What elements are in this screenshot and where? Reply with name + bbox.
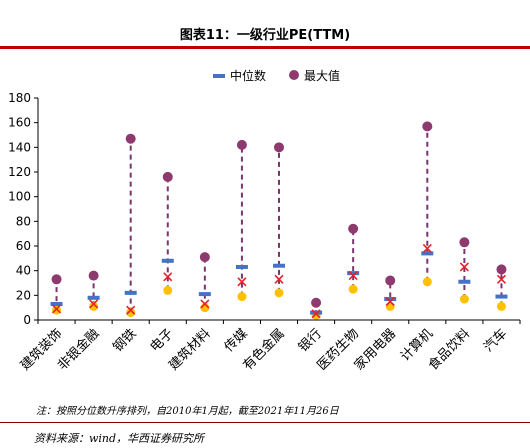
legend-max-marker	[289, 70, 299, 80]
max-point	[459, 237, 470, 248]
pe-range-chart: 中位数 最大值 0 20 40 60 80 100 120 140 160 180 建筑装饰非银金…	[8, 68, 521, 374]
max-point	[422, 121, 433, 132]
axes: 0 20 40 60 80 100 120 140 160 180	[8, 91, 521, 327]
current-point	[200, 299, 210, 309]
max-point	[51, 274, 62, 285]
current-x-stroke	[126, 305, 136, 315]
max-point	[125, 133, 136, 144]
current-point	[126, 305, 136, 315]
current-x-stroke	[89, 299, 99, 309]
max-point	[274, 142, 284, 153]
current-point	[385, 296, 395, 307]
current-x-stroke	[200, 299, 210, 309]
min-point	[126, 308, 136, 318]
min-point	[52, 305, 62, 315]
current-point	[163, 272, 173, 282]
current-x-stroke	[163, 272, 173, 282]
min-point	[348, 284, 358, 294]
current-point	[422, 243, 432, 254]
current-x-stroke	[422, 243, 432, 254]
chart-title: 图表11：一级行业PE(TTM)	[179, 28, 351, 43]
y-tick-label: 60	[16, 239, 31, 253]
max-point	[311, 297, 322, 308]
x-category-label: 传媒	[222, 326, 251, 355]
current-point	[311, 309, 321, 319]
y-tick-label: 0	[23, 313, 31, 327]
current-x-stroke	[237, 277, 247, 287]
x-category-label: 食品饮料	[425, 326, 473, 374]
data-marks	[50, 121, 508, 320]
max-point	[162, 171, 173, 182]
min-point	[163, 285, 173, 295]
max-point	[88, 270, 99, 281]
legend-median-label: 中位数	[230, 68, 266, 83]
max-point	[236, 139, 247, 150]
current-x-stroke	[274, 274, 284, 284]
max-point	[199, 252, 210, 263]
source-divider	[0, 422, 530, 423]
current-x-stroke	[496, 274, 507, 284]
y-tick-label: 80	[16, 214, 31, 228]
x-axis-labels: 建筑装饰非银金融 钢铁 电子建筑材料 传媒有色金属 银行医药生物家用电器计算机食品饮料汽…	[17, 326, 510, 374]
x-category-label: 建筑材料	[166, 326, 214, 374]
min-point	[496, 301, 506, 311]
footnote: 注：按照分位数升序排列，自2010年1月起，截至2021年11月26日	[36, 406, 339, 417]
current-point	[459, 262, 469, 272]
min-point	[274, 288, 284, 298]
x-category-label: 非银金融	[54, 326, 102, 374]
x-category-label: 有色金属	[240, 326, 288, 374]
current-point	[237, 277, 247, 287]
legend-max-label: 最大值	[304, 68, 340, 83]
min-point	[385, 301, 395, 311]
current-x-stroke	[311, 309, 321, 319]
max-point	[348, 223, 359, 234]
y-tick-label: 100	[8, 190, 31, 204]
y-tick-label: 160	[8, 116, 31, 130]
current-point	[51, 304, 62, 314]
min-point	[237, 292, 247, 302]
y-tick-label: 120	[8, 165, 31, 179]
x-category-label: 家用电器	[351, 326, 399, 374]
x-category-label: 银行	[296, 326, 325, 355]
x-category-label: 汽车	[481, 326, 511, 356]
x-category-label: 电子	[148, 326, 177, 355]
min-point	[422, 277, 432, 287]
legend: 中位数 最大值	[213, 68, 340, 83]
current-x-stroke	[459, 262, 469, 272]
y-tick-label: 40	[16, 264, 31, 278]
y-tick-label: 20	[16, 288, 31, 302]
current-point	[496, 274, 507, 284]
max-point	[385, 275, 396, 286]
current-point	[348, 271, 358, 281]
current-point	[89, 299, 99, 309]
source-line: 资料来源：wind，华西证券研究所	[34, 432, 205, 445]
y-tick-label: 140	[8, 140, 31, 154]
current-x-stroke	[348, 271, 358, 281]
y-tick-label: 180	[8, 91, 31, 105]
current-x-stroke	[385, 296, 395, 307]
x-category-label: 钢铁	[111, 326, 140, 355]
current-point	[274, 274, 284, 284]
title-underline	[0, 46, 530, 49]
current-x-stroke	[51, 304, 62, 314]
min-point	[89, 301, 99, 311]
max-point	[496, 264, 507, 275]
min-point	[459, 294, 469, 304]
